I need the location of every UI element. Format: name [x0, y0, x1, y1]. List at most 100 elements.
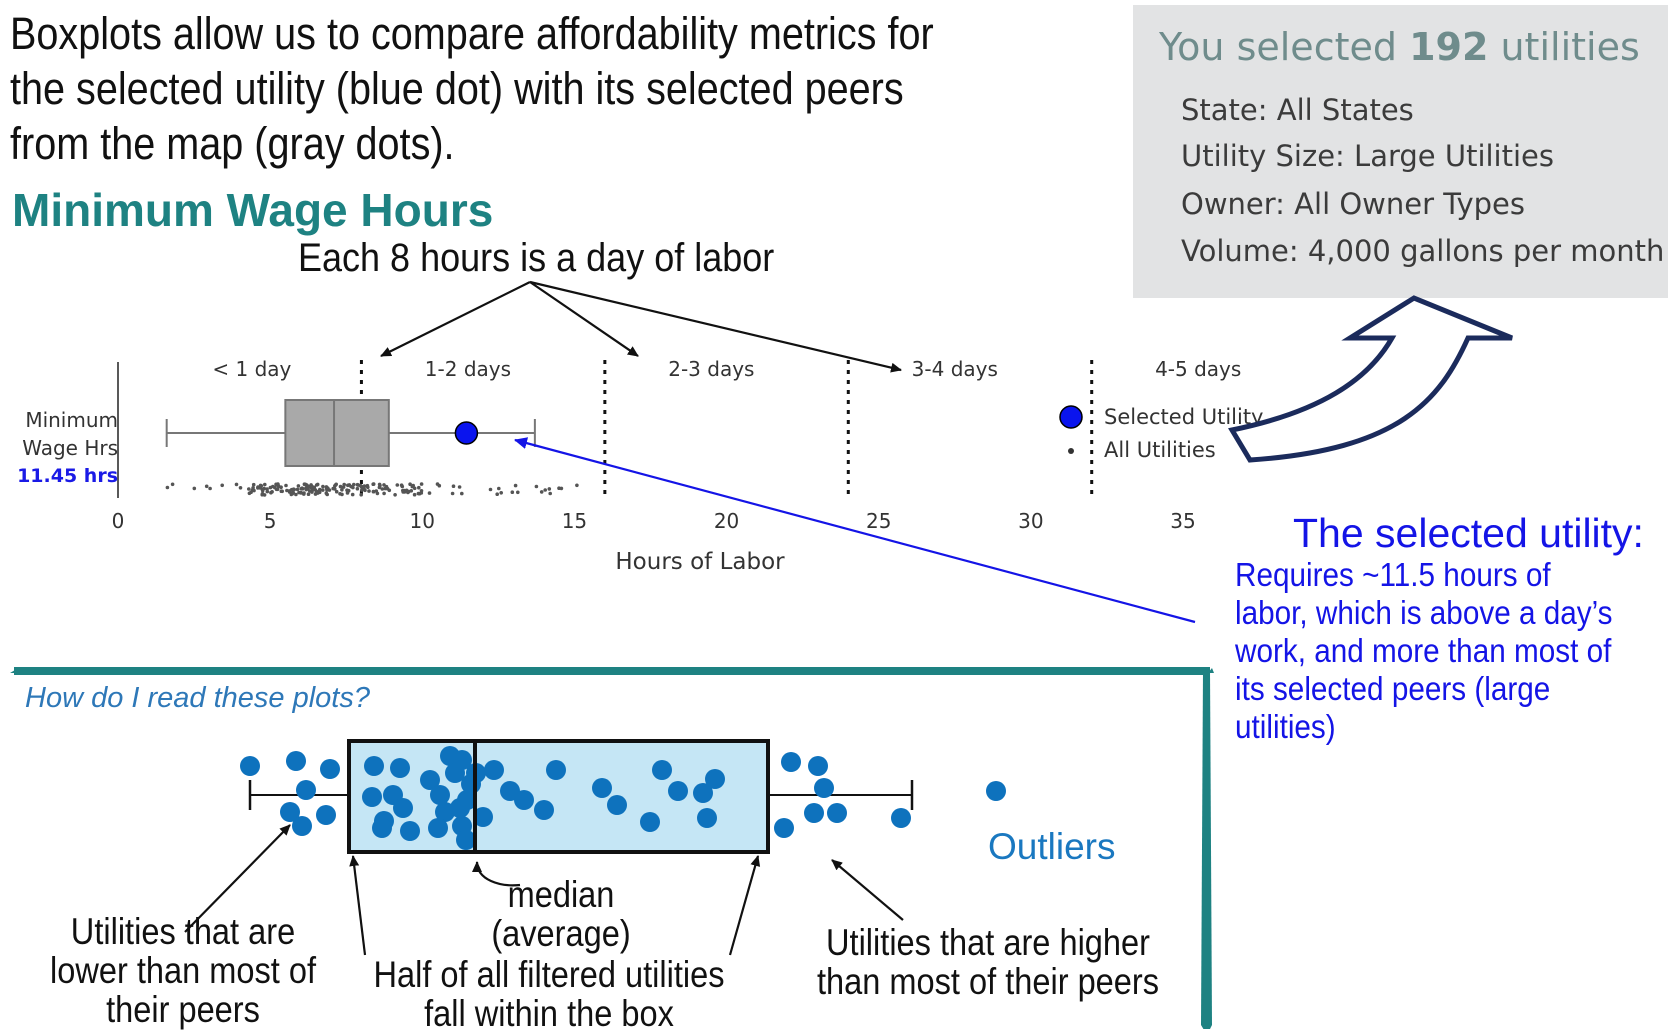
utility-point: [408, 482, 412, 487]
lower-arrow: [184, 824, 291, 933]
x-axis-title: Hours of Labor: [615, 549, 785, 575]
explainer-point: [484, 760, 504, 780]
utility-point: [314, 490, 319, 495]
utility-point: [499, 491, 504, 495]
day-arrow: [380, 281, 531, 357]
utility-point: [497, 486, 501, 491]
state-filter: State: All States: [1181, 93, 1414, 127]
explainer-point: [393, 798, 413, 818]
utility-point: [238, 486, 243, 490]
utility-point: [513, 483, 518, 488]
box-caption: Half of all filtered utilities fall withi…: [373, 954, 725, 1034]
annotation-heading: The selected utility:: [1293, 510, 1644, 556]
utility-point: [220, 483, 224, 488]
utility-point: [294, 492, 298, 497]
utility-point: [284, 483, 288, 488]
category-label: 1-2 days: [424, 357, 512, 381]
utility-point: [285, 488, 289, 493]
explainer-point: [316, 805, 336, 825]
explainer-point: [372, 818, 392, 838]
utility-point: [358, 483, 363, 488]
utility-point: [234, 482, 239, 487]
explainer-point: [473, 807, 493, 827]
explainer-point: [668, 781, 688, 801]
explainer-point: [827, 803, 847, 823]
utility-point: [192, 486, 197, 491]
utility-point: [412, 486, 417, 491]
utility-point: [412, 492, 417, 497]
explainer-point: [456, 830, 476, 850]
utility-point: [351, 485, 355, 490]
category-label: 2-3 days: [668, 357, 755, 381]
explainer-point: [652, 760, 672, 780]
iqr-box: [284, 399, 390, 467]
utility-point: [334, 482, 339, 487]
utility-point: [419, 489, 424, 493]
utility-point: [251, 486, 255, 490]
utility-point: [252, 488, 256, 493]
explainer-point: [292, 816, 312, 836]
utility-point: [268, 485, 273, 490]
utility-point: [270, 490, 274, 494]
utility-point: [255, 486, 260, 490]
explainer-point: [420, 770, 440, 790]
utility-point: [488, 487, 493, 492]
explainer-point: [697, 808, 717, 828]
utility-point: [307, 489, 312, 493]
box-left-arrow: [349, 855, 367, 956]
utility-point: [333, 487, 337, 491]
category-label: < 1 day: [212, 357, 292, 381]
volume-filter: Volume: 4,000 gallons per month: [1181, 234, 1665, 268]
tick-label: 25: [865, 509, 892, 533]
box-right-arrow: [728, 855, 761, 956]
utility-point: [303, 482, 308, 487]
explainer-point: [781, 752, 801, 772]
utility-point: [299, 491, 303, 495]
utility-point: [350, 492, 355, 497]
legend-all-marker: [1068, 448, 1074, 454]
utility-point: [409, 489, 414, 493]
annotation-body: Requires ~11.5 hours of labor, which is …: [1235, 556, 1613, 745]
explainer-point: [390, 758, 410, 778]
utility-point: [273, 485, 277, 490]
higher-arrow: [831, 859, 904, 921]
explainer-point: [400, 821, 420, 841]
day-arrow: [529, 280, 902, 373]
category-label: 4-5 days: [1155, 357, 1242, 381]
teal-vertical-bar: [1201, 670, 1212, 1029]
utility-point: [457, 485, 462, 489]
utility-point: [260, 488, 265, 493]
utility-point: [258, 483, 263, 488]
explainer-point: [514, 790, 534, 810]
utility-point: [204, 484, 209, 489]
explainer-point: [640, 812, 660, 832]
day-arrow: [529, 281, 639, 357]
utility-point: [495, 492, 500, 497]
explainer-point: [534, 800, 554, 820]
utility-point: [362, 484, 367, 488]
utility-point: [539, 490, 544, 494]
explainer-point: [362, 787, 382, 807]
utility-point: [208, 486, 212, 491]
explainer-point: [705, 769, 725, 789]
utility-point: [371, 489, 376, 494]
utility-point: [374, 489, 379, 493]
utility-point: [395, 483, 400, 487]
explainer-point: [452, 750, 472, 770]
utility-point: [280, 489, 285, 494]
utility-point: [367, 489, 371, 493]
utility-point: [251, 482, 256, 487]
intro-text: Boxplots allow us to compare affordabili…: [10, 8, 934, 169]
utility-point: [377, 482, 382, 487]
utility-point: [382, 483, 386, 487]
utility-point: [387, 488, 392, 493]
utility-point: [547, 487, 552, 491]
teal-divider-bar: [14, 667, 1210, 675]
selected-utility-point: [454, 421, 479, 445]
tick-label: 20: [713, 509, 740, 533]
selection-summary-box: You selected 192 utilities State: All St…: [1133, 5, 1668, 298]
explainer-point: [814, 778, 834, 798]
explainer-point: [428, 818, 448, 838]
selection-heading: You selected 192 utilities: [1159, 25, 1640, 69]
explainer-point: [607, 795, 627, 815]
